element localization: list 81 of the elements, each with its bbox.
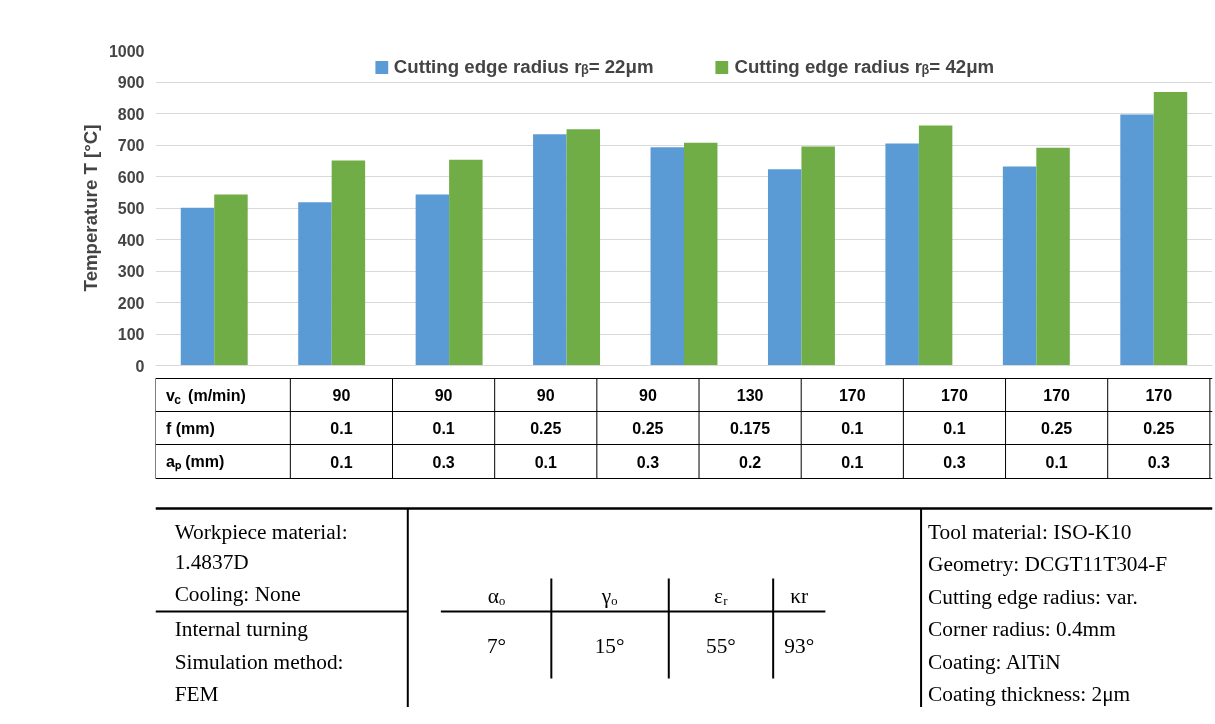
y-tick-label: 300 xyxy=(117,263,145,280)
text: 0.3 xyxy=(943,453,966,471)
bar xyxy=(180,207,215,366)
y-tick-label: 200 xyxy=(117,294,145,312)
text: 15° xyxy=(594,633,625,658)
text: Coating thickness: 2μm xyxy=(928,682,1131,706)
text: 0.1 xyxy=(330,420,353,437)
text: 0.25 xyxy=(530,420,562,437)
y-tick-label: 400 xyxy=(117,231,145,249)
text: f (mm) xyxy=(165,419,215,437)
text: 0.1 xyxy=(1045,453,1068,471)
text: 7° xyxy=(486,633,507,658)
y-tick-label: 0 xyxy=(135,357,145,375)
text: αₒ xyxy=(487,583,506,608)
text: 0.3 xyxy=(636,453,660,471)
y-axis-title: Temperature T [°C] xyxy=(79,124,101,292)
bar xyxy=(415,194,450,366)
text: 1.4837D xyxy=(174,549,249,574)
text: 0.25 xyxy=(632,420,664,437)
text: 90 xyxy=(434,387,453,404)
text: 90 xyxy=(639,387,657,404)
y-tick-label: 800 xyxy=(117,105,145,123)
text: Geometry: DCGT11T304-F xyxy=(928,552,1168,576)
text: 170 xyxy=(838,387,866,404)
text: Simulation method: xyxy=(174,649,344,674)
text: 0.175 xyxy=(730,420,771,437)
text: 0.1 xyxy=(432,420,455,437)
text: κr xyxy=(790,583,809,608)
y-tick-label: 100 xyxy=(117,326,145,343)
legend-label: Cutting edge radius rᵦ= 42μm xyxy=(734,56,995,78)
text: Workpiece material: xyxy=(174,519,348,544)
text: 170 xyxy=(941,387,968,404)
bar xyxy=(331,160,366,366)
text: 0.25 xyxy=(1143,420,1175,437)
text: 90 xyxy=(332,387,351,404)
legend-label: Cutting edge radius rᵦ= 22μm xyxy=(393,56,654,78)
bar xyxy=(214,194,248,366)
bar xyxy=(1120,114,1154,366)
text: Cutting edge radius: var. xyxy=(928,584,1138,609)
text: Coating: AlTiN xyxy=(928,649,1061,674)
text: FEM xyxy=(174,681,219,706)
y-tick-label: 900 xyxy=(117,74,145,91)
bar xyxy=(767,169,802,366)
bar xyxy=(801,146,835,366)
text: Cooling: None xyxy=(174,581,301,606)
y-tick-label: 600 xyxy=(117,168,145,186)
text: 90 xyxy=(536,387,555,404)
text: Corner radius: 0.4mm xyxy=(928,617,1117,641)
bar xyxy=(650,147,684,366)
bar xyxy=(298,202,332,366)
text: 0.1 xyxy=(841,420,864,437)
text: 0.1 xyxy=(943,420,966,437)
text: aₚ (mm) xyxy=(165,453,225,472)
bar xyxy=(918,125,953,366)
text: 0.25 xyxy=(1041,420,1073,437)
y-tick-label: 500 xyxy=(117,200,145,217)
text: 0.2 xyxy=(739,453,762,471)
text: εᵣ xyxy=(714,583,728,608)
text: 170 xyxy=(1145,387,1173,404)
bar xyxy=(1036,147,1070,366)
text: 0.1 xyxy=(841,453,864,471)
y-tick-label: 700 xyxy=(117,137,145,154)
bar xyxy=(1002,166,1037,366)
bar xyxy=(684,142,718,366)
text: Internal turning xyxy=(174,616,309,641)
text: γₒ xyxy=(600,583,618,608)
bar xyxy=(449,159,483,366)
text: 0.3 xyxy=(432,453,455,471)
y-tick-label: 1000 xyxy=(108,42,145,60)
text: 0.1 xyxy=(534,453,557,471)
bar xyxy=(566,129,601,366)
bar xyxy=(1153,92,1188,366)
text: 0.3 xyxy=(1147,453,1171,471)
text: 0.1 xyxy=(330,453,353,471)
text: 55° xyxy=(706,633,736,658)
text: 130 xyxy=(736,387,764,404)
bar xyxy=(885,143,919,366)
bar xyxy=(533,134,567,366)
text: 93° xyxy=(784,633,815,658)
text: 170 xyxy=(1043,387,1071,404)
text: Tool material: ISO-K10 xyxy=(928,519,1132,544)
